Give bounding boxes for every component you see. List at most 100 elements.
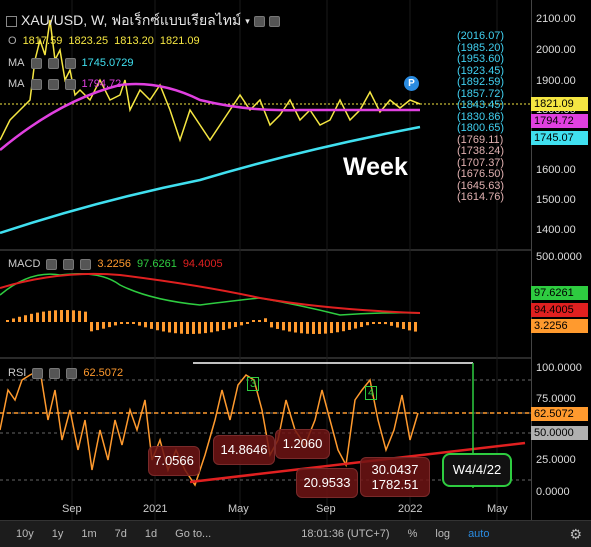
macd-histogram-bar <box>324 322 327 334</box>
macd-histogram-bar <box>96 322 99 331</box>
price-level-label: (1676.50) <box>457 168 505 180</box>
symbol-header[interactable]: XAU/USD, W, ฟอเร็กซ์แบบเรียลไทม์ ▾ <box>6 10 280 32</box>
close-icon[interactable] <box>64 57 76 69</box>
macd-histogram-bar <box>408 322 411 331</box>
ma1-value: 1745.0729 <box>81 57 134 69</box>
macd-histogram-bar <box>210 322 213 333</box>
close-icon[interactable] <box>66 367 78 379</box>
axis-tick-label: 1400.00 <box>536 224 576 236</box>
macd-value-3: 94.4005 <box>182 258 223 270</box>
close-icon[interactable] <box>64 78 76 90</box>
macd-histogram-bar <box>366 322 369 326</box>
macd-value-1: 3.2256 <box>97 258 132 270</box>
log-toggle[interactable]: log <box>435 528 451 540</box>
price-level-label: (1800.65) <box>457 122 505 134</box>
macd-histogram-bar <box>348 322 351 330</box>
axis-tick-label: 1600.00 <box>536 164 576 176</box>
eye-icon[interactable] <box>253 15 265 27</box>
macd-histogram-bar <box>66 310 69 322</box>
macd-histogram-bar <box>288 322 291 332</box>
rsi-header[interactable]: RSI 62.5072 <box>8 367 123 379</box>
ma1-header[interactable]: MA 1745.0729 <box>8 57 134 69</box>
macd-badge: 3.2256 <box>531 319 588 333</box>
note-box[interactable]: 30.0437 1782.51 <box>360 457 430 497</box>
macd-histogram-bar <box>378 322 381 324</box>
w4-date-box[interactable]: W4/4/22 <box>442 453 512 487</box>
axis-tick-label: 1900.00 <box>536 75 576 87</box>
rsi-line <box>0 368 419 487</box>
macd-histogram-bar <box>306 322 309 334</box>
macd-histogram-bar <box>276 322 279 329</box>
macd-histogram-bar <box>402 322 405 330</box>
gear-icon[interactable] <box>63 258 75 270</box>
clock-readout: 18:01:36 (UTC+7) <box>301 528 390 540</box>
macd-histogram-bar <box>84 311 87 322</box>
eye-icon[interactable] <box>30 57 42 69</box>
rsi-badge: 50.0000 <box>531 426 588 440</box>
gear-icon[interactable] <box>47 78 59 90</box>
percent-toggle[interactable]: % <box>407 528 418 540</box>
macd-histogram-bar <box>54 310 57 322</box>
macd-histogram-bar <box>108 322 111 328</box>
range-1y-button[interactable]: 1y <box>51 528 64 540</box>
auto-toggle[interactable]: auto <box>468 528 490 540</box>
macd-histogram-bar <box>246 322 249 324</box>
axis-tick-label: 75.0000 <box>536 393 576 405</box>
macd-header[interactable]: MACD 3.2256 97.6261 94.4005 <box>8 258 223 270</box>
price-level-labels: (2016.07) (1985.20) (1953.60) (1923.45) (189… <box>457 30 505 204</box>
macd-histogram-bar <box>240 322 243 326</box>
ma2-header[interactable]: MA 1794.72 <box>8 78 121 90</box>
macd-histogram-bar <box>36 312 39 322</box>
macd-badge: 94.4005 <box>531 303 588 317</box>
macd-histogram-bar <box>156 322 159 331</box>
macd-histogram-bar <box>144 322 147 328</box>
p-marker-icon[interactable]: P <box>404 76 419 91</box>
week-label: Week <box>343 153 408 181</box>
macd-histogram-bar <box>120 322 123 324</box>
macd-histogram-bar <box>198 322 201 334</box>
price-axis[interactable] <box>531 0 591 520</box>
ohlc-high: 1823.25 <box>68 35 109 47</box>
eye-icon[interactable] <box>32 367 44 379</box>
macd-histogram-bar <box>390 322 393 326</box>
macd-histogram-bar <box>48 310 51 322</box>
wave-4-label: 4 <box>365 386 378 400</box>
note-box[interactable]: 14.8646 <box>213 435 275 465</box>
range-1m-button[interactable]: 1m <box>81 528 97 540</box>
macd-histogram-bar <box>168 322 171 333</box>
x-axis-label: Sep <box>316 503 336 515</box>
range-7d-button[interactable]: 7d <box>114 528 127 540</box>
eye-icon[interactable] <box>46 258 58 270</box>
ma-slow-line <box>0 125 421 235</box>
axis-tick-label: 1500.00 <box>536 194 576 206</box>
axis-tick-label: 25.0000 <box>536 454 576 466</box>
collapse-icon[interactable] <box>6 15 17 27</box>
gear-icon[interactable] <box>47 57 59 69</box>
gear-icon[interactable]: ⚙ <box>569 525 582 542</box>
note-box[interactable]: 7.0566 <box>148 446 200 476</box>
note-box[interactable]: 1.2060 <box>275 429 330 459</box>
macd-histogram-bar <box>396 322 399 328</box>
macd-histogram-bar <box>126 322 129 324</box>
macd-histogram-bar <box>42 311 45 322</box>
note-box[interactable]: 20.9533 <box>296 468 358 498</box>
close-icon[interactable] <box>80 258 92 270</box>
x-axis-label: May <box>228 503 249 515</box>
x-axis-label: May <box>487 503 508 515</box>
macd-histogram-bar <box>72 310 75 322</box>
macd-histogram-bar <box>336 322 339 333</box>
gear-icon[interactable] <box>49 367 61 379</box>
goto-button[interactable]: Go to... <box>175 528 212 540</box>
macd-histogram-bar <box>102 322 105 329</box>
gear-icon[interactable] <box>268 15 280 27</box>
chevron-down-icon[interactable]: ▾ <box>245 15 250 26</box>
price-level-label: (1645.63) <box>457 179 505 192</box>
ohlc-readout: O 1817.59 1823.25 1813.20 1821.09 <box>8 35 200 47</box>
macd-histogram-bar <box>372 322 375 324</box>
macd-histogram-bar <box>342 322 345 332</box>
rsi-badge: 62.5072 <box>531 407 588 421</box>
eye-icon[interactable] <box>30 78 42 90</box>
range-1d-button[interactable]: 1d <box>144 528 158 540</box>
range-10y-button[interactable]: 10y <box>16 528 34 540</box>
